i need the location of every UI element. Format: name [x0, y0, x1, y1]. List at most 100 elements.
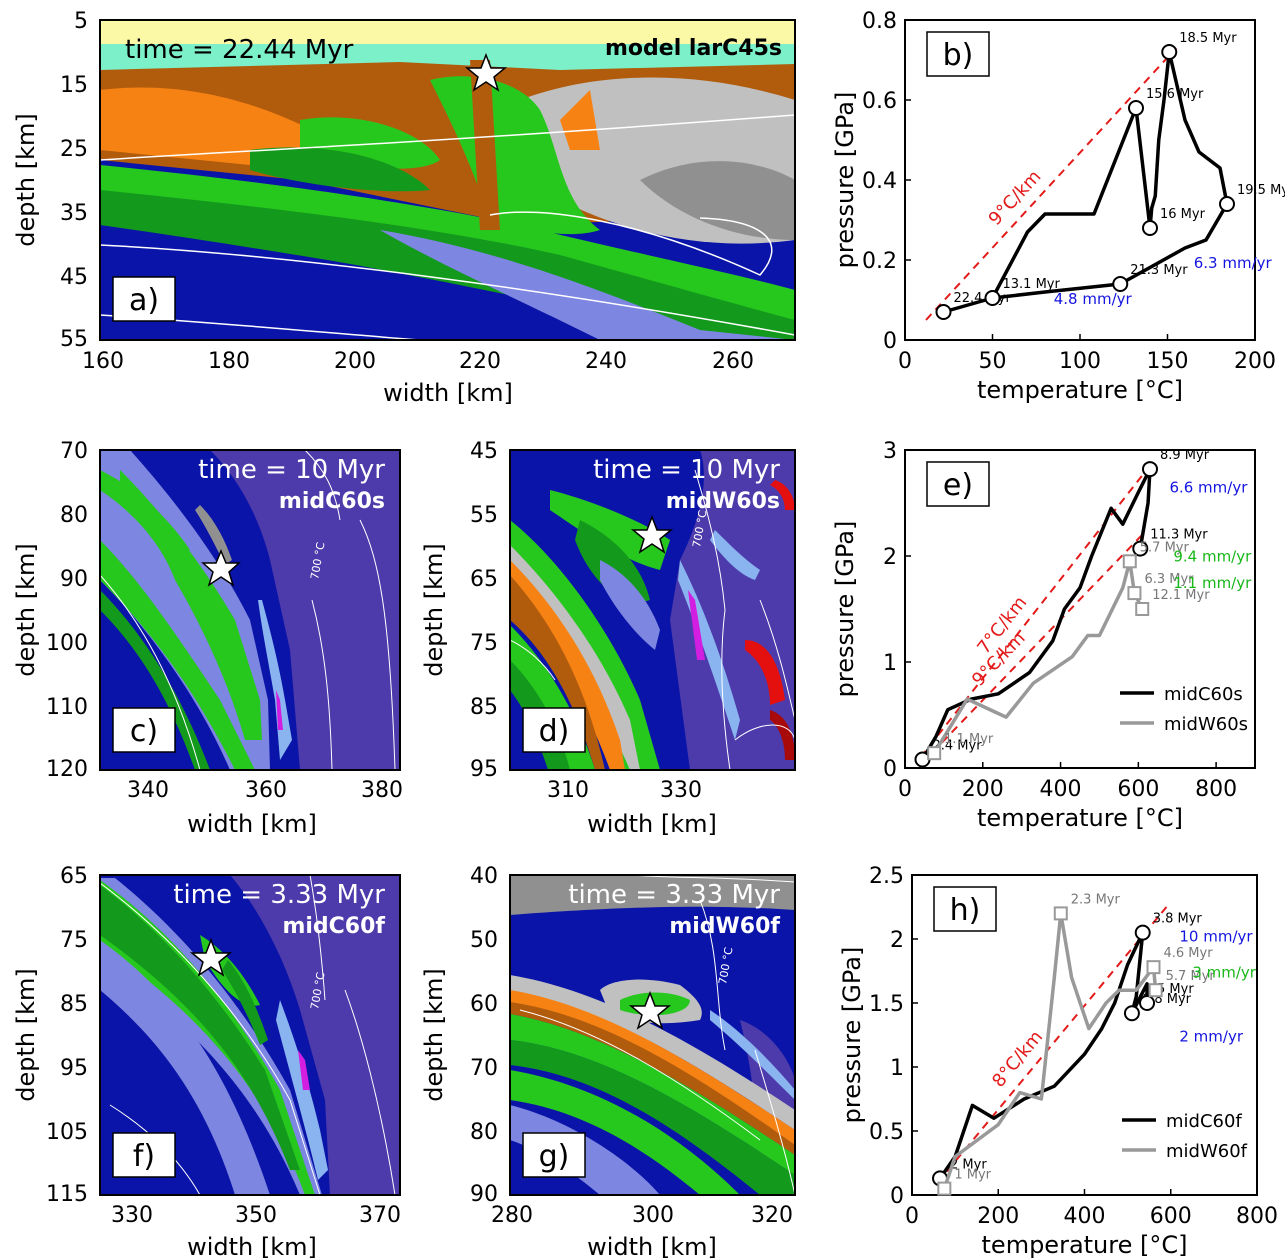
panel-g-ylabel: depth [km]: [420, 968, 448, 1102]
chart-h-legend-entry: midW60f: [1166, 1141, 1248, 1162]
panel-c-xticks: 340 360 380: [127, 778, 403, 803]
chart-h-ylabel: pressure [GPa]: [838, 947, 866, 1124]
chart-h-point-label: 2 Myr: [950, 1157, 987, 1172]
panel-g-yticks: 40 50 60 70 80 90: [470, 864, 498, 1207]
star-icon: [464, 52, 508, 92]
panel-d-ytick-65: 65: [470, 567, 498, 592]
panel-g-xtick-320: 320: [751, 1203, 793, 1228]
chart-b-point-label: 15.6 Myr: [1146, 87, 1204, 102]
chart-b-rate-label: 4.8 mm/yr: [1054, 290, 1133, 308]
chart-e-xtick-label: 200: [962, 777, 1004, 802]
chart-e-gradient-line: [921, 534, 1143, 764]
panel-a-xtick-160: 160: [82, 349, 124, 374]
chart-h-marker: [1139, 995, 1156, 1011]
chart-e-marker: [1122, 554, 1137, 569]
chart-e-series-line: [932, 559, 1144, 755]
panel-c-letter: c): [130, 714, 158, 749]
panel-a-ytick-15: 15: [60, 73, 88, 98]
chart-b-xtick-label: 150: [1147, 349, 1189, 374]
chart-b-xlabel: temperature [°C]: [977, 376, 1183, 404]
chart-h-marker: [1146, 960, 1161, 975]
chart-h-marker: [1053, 906, 1068, 921]
panel-g-time: time = 3.33 Myr: [568, 880, 780, 910]
panel-g-ytick-40: 40: [470, 864, 498, 889]
panel-a-time: time = 22.44 Myr: [125, 35, 354, 65]
panel-c-xtick-340: 340: [127, 778, 169, 803]
chart-h-marker: [1134, 924, 1151, 941]
chart-h-point-label: 3.8 Myr: [1153, 912, 1203, 927]
chart-h-marker: [1148, 983, 1163, 998]
star-icon: [628, 990, 672, 1030]
chart-h-letter-box: [933, 886, 997, 932]
chart-e-rate-label: 1.1 mm/yr: [1173, 574, 1252, 592]
chart-e: 0 200 400 600 800 0 1 2 3 temperature [°C] pressur…: [831, 439, 1256, 832]
chart-b-xtick-label: 0: [898, 349, 912, 374]
panel-a-letter: a): [129, 283, 159, 318]
chart-h-xtick-label: 0: [905, 1204, 919, 1229]
panel-f-ytick-115: 115: [46, 1182, 88, 1207]
panel-f-xlabel: width [km]: [187, 1233, 317, 1260]
chart-e-rate-label: 9.4 mm/yr: [1173, 547, 1252, 565]
panel-d-ytick-55: 55: [470, 503, 498, 528]
chart-b-point-label: 22.4 Myr: [954, 291, 1012, 306]
panel-c: time = 10 Myr midC60s 700 °C c) 70 80 90…: [12, 439, 403, 838]
chart-h-series-line: [938, 930, 1149, 1180]
chart-b-xtick-label: 100: [1059, 349, 1101, 374]
panel-a-xticks: 160 180 200 220 240 260: [82, 349, 754, 374]
panel-c-xtick-380: 380: [361, 778, 403, 803]
chart-b-gradient-line: [925, 47, 1177, 321]
panel-d-model-name: midW60s: [666, 489, 780, 514]
panel-c-ytick-120: 120: [46, 757, 88, 782]
panel-c-ytick-70: 70: [60, 439, 88, 464]
chart-e-point-label: 6.3 Myr: [1144, 572, 1194, 587]
panel-c-model-name: midC60s: [279, 489, 385, 514]
panel-d-isotherm-label: 700 °C: [690, 509, 709, 549]
panel-a-ytick-5: 5: [74, 9, 88, 34]
chart-e-legend-entry: midC60s: [1164, 684, 1243, 705]
chart-h-rate-label: 2 mm/yr: [1179, 1027, 1243, 1045]
panel-a-ytick-35: 35: [60, 201, 88, 226]
chart-b-letter-box: [926, 31, 990, 77]
chart-b-xtick-label: 50: [979, 349, 1007, 374]
panel-g-ytick-70: 70: [470, 1056, 498, 1081]
chart-h-gradient-label: 8°C/km: [988, 1027, 1047, 1092]
chart-e-letter-box: [926, 461, 990, 507]
panel-c-ytick-90: 90: [60, 567, 88, 592]
chart-h-ytick-label: 2.5: [869, 864, 904, 889]
panel-f-ytick-95: 95: [60, 1056, 88, 1081]
panel-a-ytick-25: 25: [60, 137, 88, 162]
panel-g-isotherm-label: 700 °C: [716, 946, 735, 986]
chart-e-point-label: 5.7 Myr: [1140, 540, 1190, 555]
chart-h-xlabel: temperature [°C]: [982, 1231, 1188, 1259]
chart-b-marker: [1112, 276, 1129, 292]
chart-h-rate-label: 3 mm/yr: [1192, 963, 1256, 981]
panel-g-ytick-90: 90: [470, 1182, 498, 1207]
chart-b-ytick-label: 0.2: [862, 249, 897, 274]
chart-e-gradient-line: [919, 459, 1155, 759]
chart-b-marker: [1161, 44, 1178, 60]
chart-e-rate-label: 6.6 mm/yr: [1169, 478, 1248, 496]
chart-b-series-line: [943, 50, 1229, 314]
chart-b-ytick-label: 0.4: [862, 169, 897, 194]
chart-e-frame: [904, 449, 1256, 769]
panel-f-xtick-330: 330: [111, 1203, 153, 1228]
chart-b-marker: [1219, 196, 1235, 212]
panel-d-ylabel: depth [km]: [420, 543, 448, 677]
chart-e-ylabel: pressure [GPa]: [831, 521, 859, 698]
chart-b-ytick-label: 0.8: [862, 9, 897, 34]
chart-b-rate-label: 6.3 mm/yr: [1194, 254, 1273, 272]
chart-b-point-label: 18.5 Myr: [1179, 31, 1237, 46]
panel-f-xtick-350: 350: [235, 1203, 277, 1228]
panel-f-letter: f): [133, 1139, 155, 1174]
panel-c-isotherm-label: 700 °C: [308, 541, 327, 581]
chart-h-gradient-line: [937, 906, 1168, 1183]
panel-d-ytick-75: 75: [470, 631, 498, 656]
chart-b-point-label: 19.5 Myr: [1237, 183, 1285, 198]
chart-e-xtick-label: 800: [1195, 777, 1237, 802]
chart-e-ytick-label: 2: [883, 545, 897, 570]
chart-e-xtick-label: 0: [898, 777, 912, 802]
panel-f-ytick-105: 105: [46, 1120, 88, 1145]
chart-h-ytick-label: 2: [890, 928, 904, 953]
chart-e-marker: [1135, 602, 1150, 616]
panel-c-ytick-110: 110: [46, 695, 88, 720]
